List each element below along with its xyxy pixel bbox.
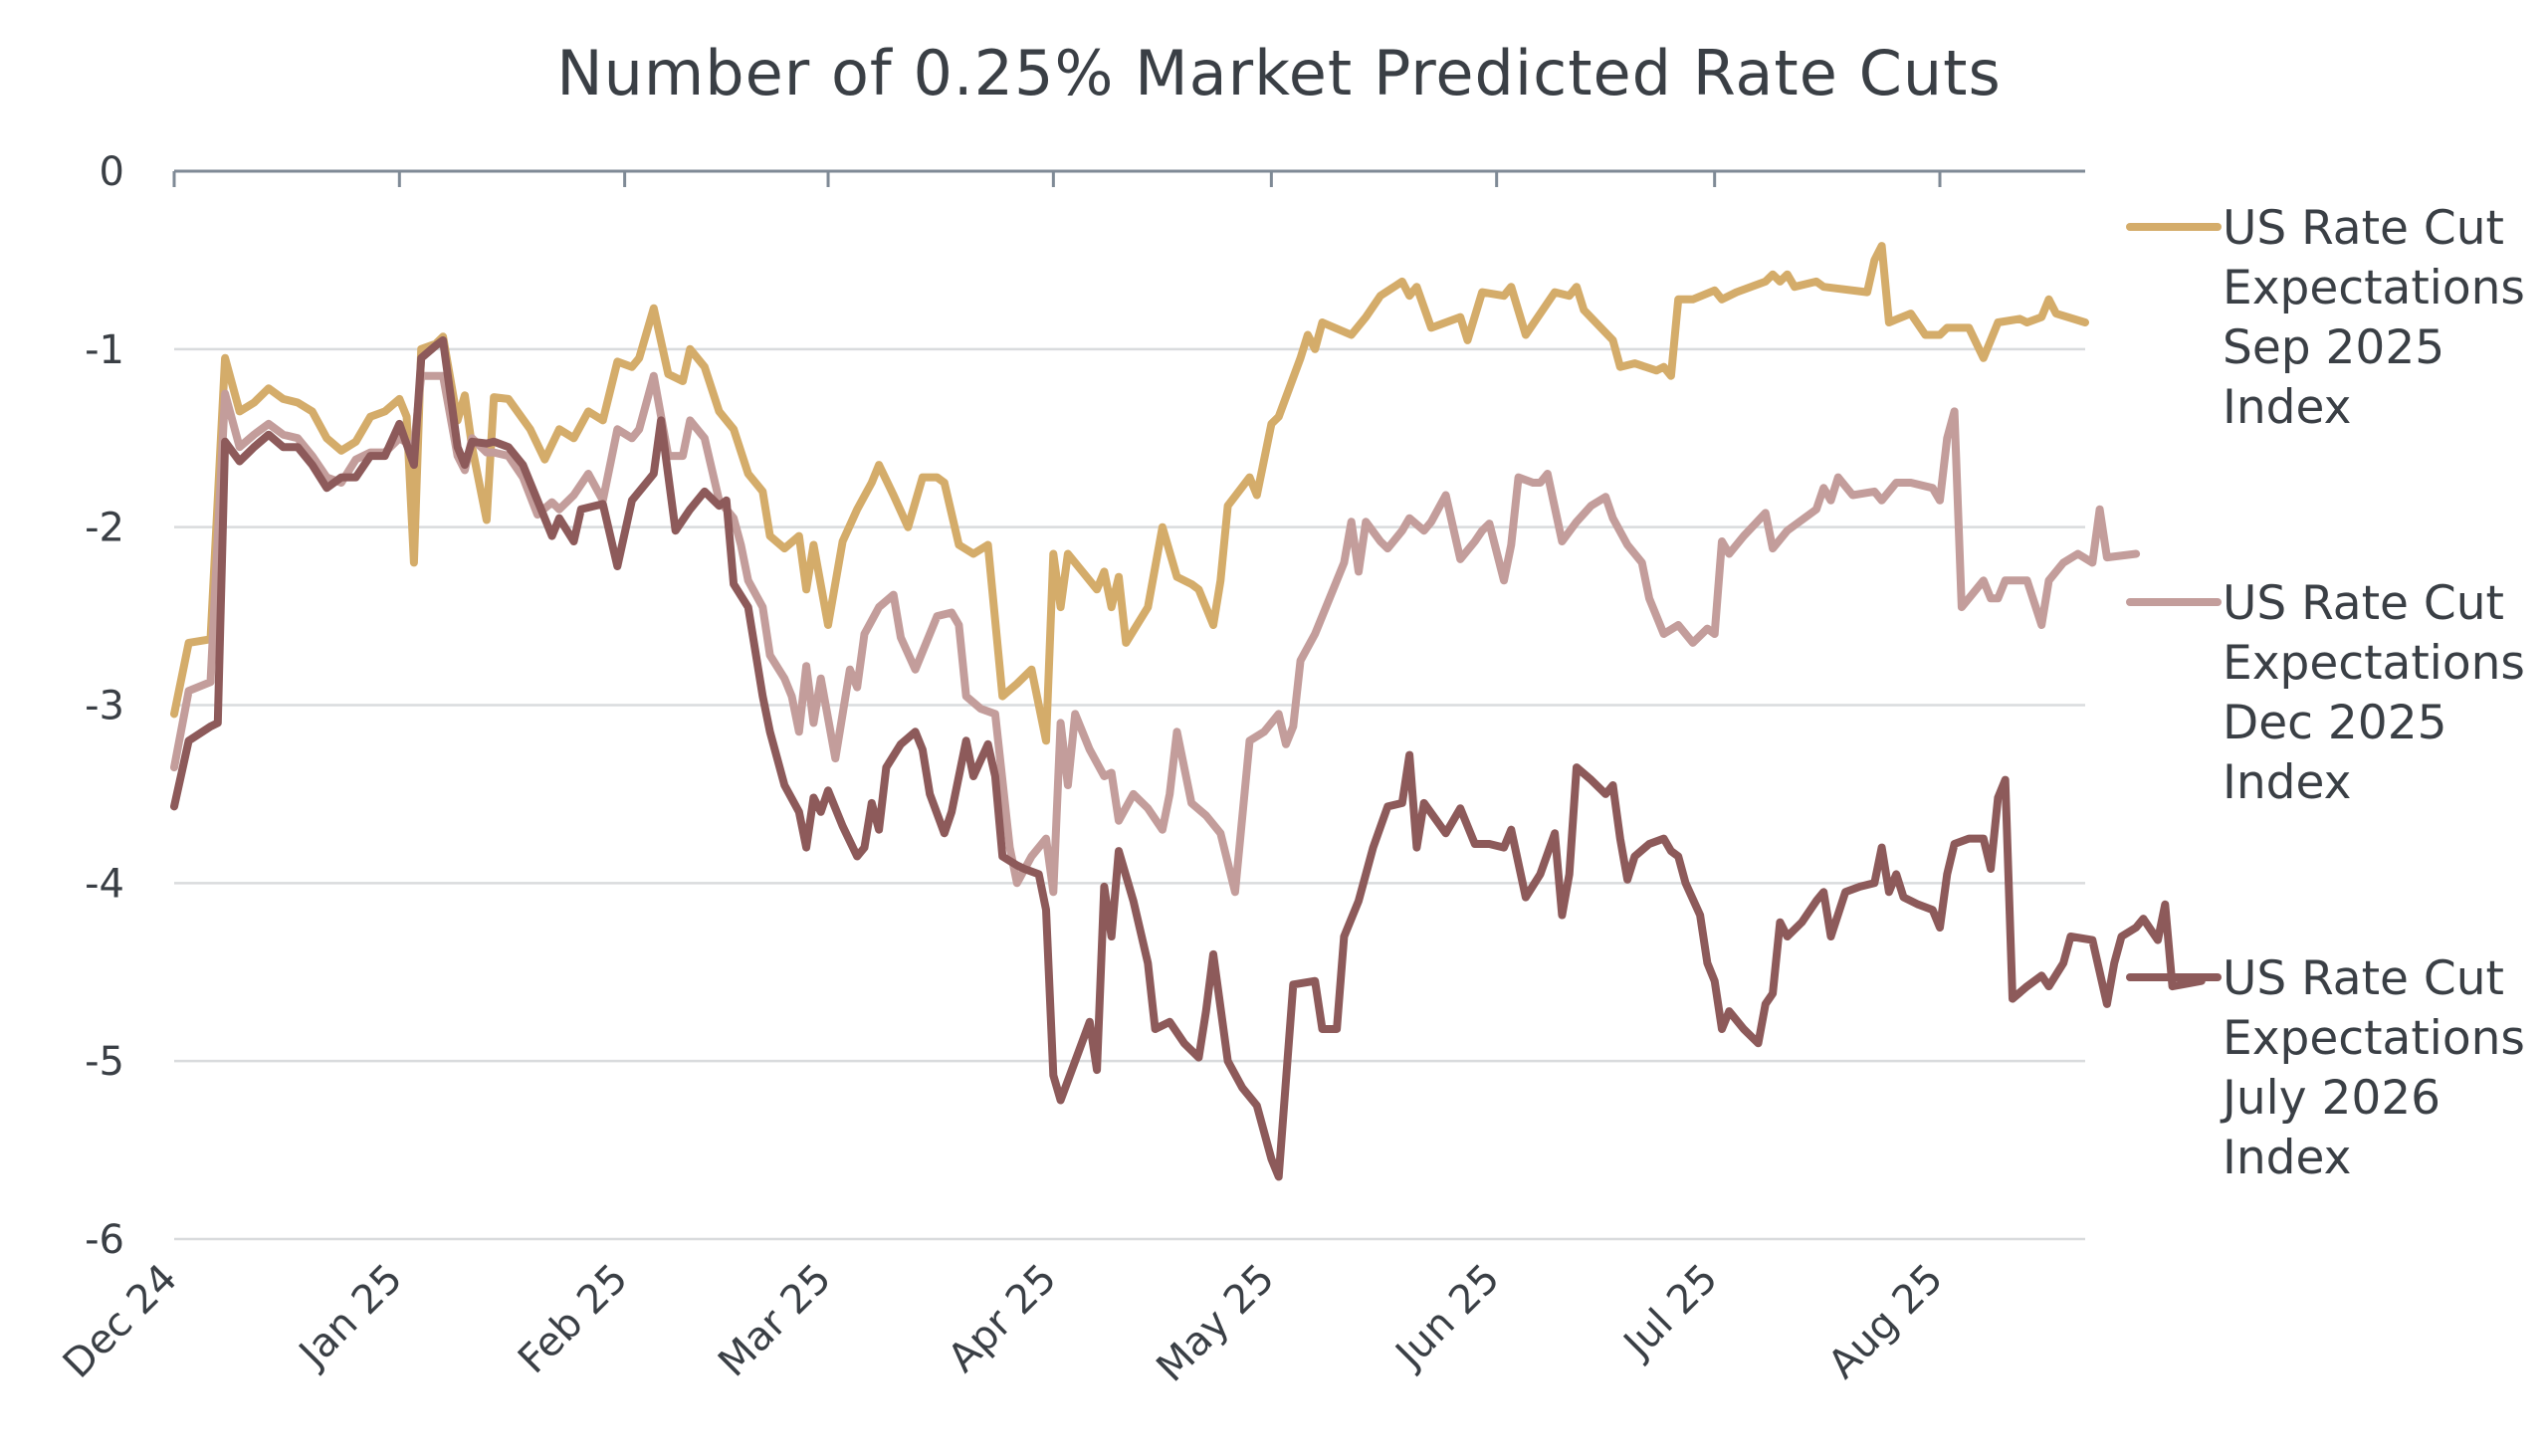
legend-label: US Rate Cut Expectations July 2026 Index — [2220, 951, 2525, 1185]
grid-lines — [174, 169, 2085, 1241]
y-tick-label: -2 — [85, 506, 124, 551]
y-tick-label: -4 — [85, 861, 124, 907]
x-tick-label: Dec 24 — [55, 1256, 186, 1387]
legend: US Rate Cut Expectations Sep 2025 Index US R… — [2126, 201, 2525, 1185]
x-tick-label: Mar 25 — [710, 1256, 840, 1386]
x-tick-label: Jul 25 — [1613, 1256, 1727, 1369]
x-tick-label: Aug 25 — [1819, 1256, 1952, 1388]
y-tick-label: -6 — [85, 1217, 124, 1263]
y-tick-label: 0 — [100, 149, 124, 195]
legend-label: US Rate Cut Expectations Dec 2025 Index — [2223, 576, 2525, 810]
series-lines — [170, 242, 2206, 1181]
x-tick-label: Jan 25 — [289, 1256, 411, 1378]
x-tick-label: Apr 25 — [940, 1256, 1065, 1381]
y-axis-ticks: 0 -1 -2 -3 -4 -5 -6 — [85, 149, 124, 1263]
chart-title: Number of 0.25% Market Predicted Rate Cu… — [556, 37, 2002, 109]
x-tick-label: May 25 — [1148, 1256, 1283, 1391]
series-line-1 — [170, 242, 2089, 745]
y-tick-label: -1 — [85, 327, 124, 373]
y-tick-label: -5 — [85, 1039, 124, 1085]
series-line-3 — [170, 335, 2206, 1181]
y-tick-label: -3 — [85, 684, 124, 729]
x-tick-label: Jun 25 — [1385, 1256, 1509, 1379]
x-tick-label: Feb 25 — [510, 1256, 637, 1383]
legend-label: US Rate Cut Expectations Sep 2025 Index — [2223, 201, 2525, 435]
